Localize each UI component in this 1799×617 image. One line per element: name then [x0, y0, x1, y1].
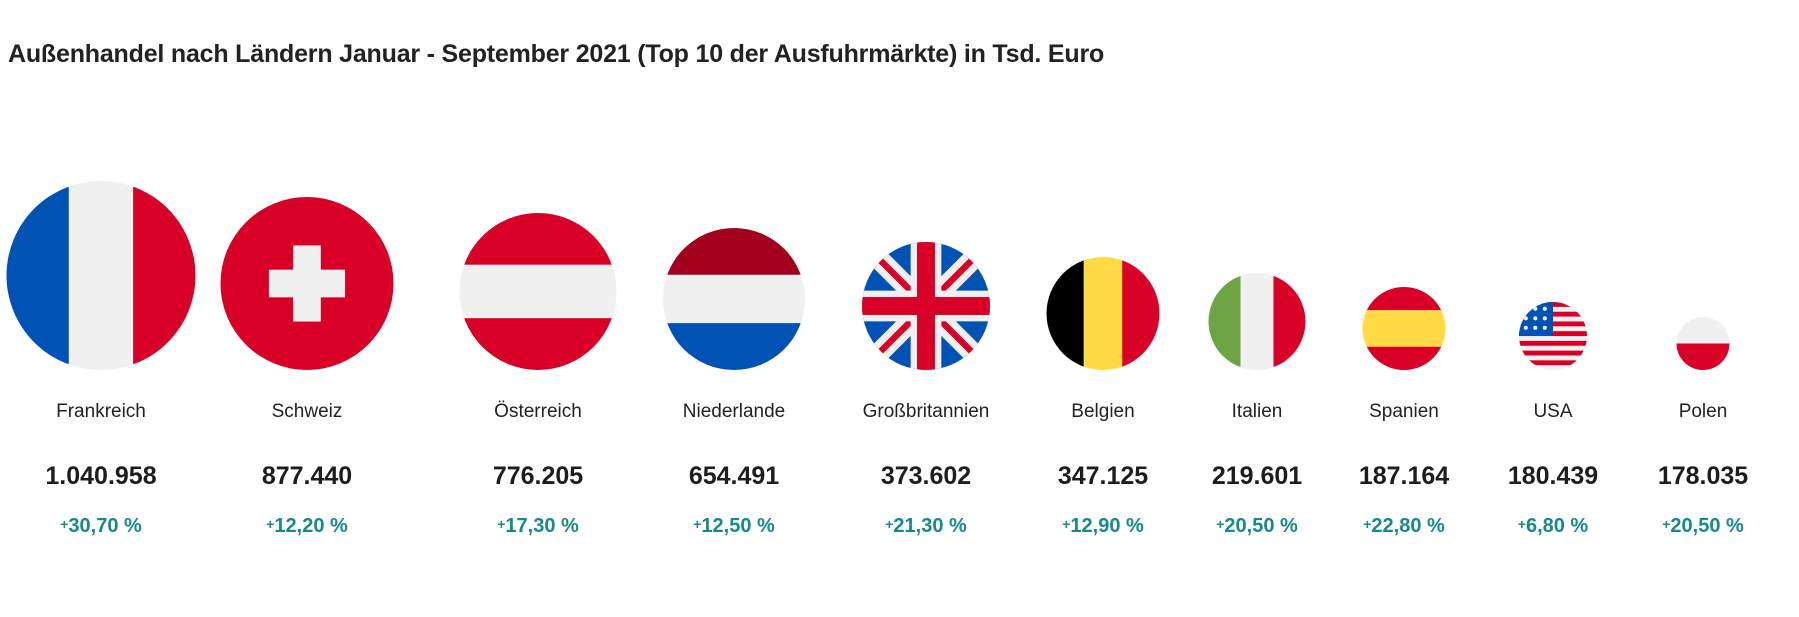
- poland-flag-icon: [1676, 317, 1730, 370]
- plus-sign: +: [1517, 516, 1526, 532]
- change-percent: +20,50 %: [1157, 515, 1357, 538]
- export-value: 178.035: [1657, 462, 1749, 490]
- plus-sign: +: [1662, 516, 1671, 532]
- plus-sign: +: [885, 516, 894, 532]
- france-flag-icon: [6, 181, 196, 370]
- plus-sign: +: [693, 516, 702, 532]
- change-percent: +30,70 %: [1, 515, 201, 538]
- export-value: 1.040.958: [45, 462, 157, 490]
- change-percent: +12,20 %: [207, 515, 407, 538]
- plus-sign: +: [60, 516, 69, 532]
- italy-flag-icon: [1208, 273, 1306, 370]
- change-value: 30,70 %: [68, 515, 142, 537]
- change-percent: +12,90 %: [1003, 515, 1203, 538]
- export-value: 654.491: [688, 462, 780, 490]
- usa-flag-icon: [1519, 302, 1587, 370]
- change-percent: +21,30 %: [826, 515, 1026, 538]
- export-value: 180.439: [1507, 462, 1599, 490]
- country-name: Schweiz: [271, 401, 343, 422]
- switzerland-flag-icon: [220, 197, 394, 370]
- plus-sign: +: [1062, 516, 1071, 532]
- change-value: 20,50 %: [1224, 515, 1298, 537]
- country-name: Italien: [1231, 401, 1283, 422]
- change-value: 12,90 %: [1070, 515, 1144, 537]
- country-name: Spanien: [1369, 401, 1439, 422]
- change-value: 12,20 %: [274, 515, 348, 537]
- plus-sign: +: [497, 516, 506, 532]
- export-value: 187.164: [1358, 462, 1450, 490]
- plus-sign: +: [1363, 516, 1372, 532]
- change-value: 6,80 %: [1525, 515, 1589, 537]
- country-name: USA: [1533, 401, 1573, 422]
- export-value: 373.602: [880, 462, 972, 490]
- change-value: 20,50 %: [1670, 515, 1744, 537]
- change-percent: +17,30 %: [438, 515, 638, 538]
- belgium-flag-icon: [1046, 257, 1160, 370]
- change-percent: +20,50 %: [1603, 515, 1799, 538]
- export-value: 877.440: [261, 462, 353, 490]
- change-value: 21,30 %: [893, 515, 967, 537]
- country-name: Großbritannien: [862, 401, 990, 422]
- page-title: Außenhandel nach Ländern Januar - Septem…: [8, 40, 1105, 68]
- uk-flag-icon: [862, 242, 990, 370]
- change-percent: +6,80 %: [1453, 515, 1653, 538]
- austria-flag-icon: [459, 213, 617, 370]
- change-value: 12,50 %: [701, 515, 775, 537]
- change-percent: +12,50 %: [634, 515, 834, 538]
- netherlands-flag-icon: [663, 228, 805, 370]
- plus-sign: +: [266, 516, 275, 532]
- country-name: Frankreich: [56, 401, 146, 422]
- country-name: Österreich: [494, 401, 582, 422]
- change-value: 22,80 %: [1371, 515, 1445, 537]
- export-value: 219.601: [1211, 462, 1303, 490]
- export-value: 347.125: [1057, 462, 1149, 490]
- change-value: 17,30 %: [505, 515, 579, 537]
- country-name: Polen: [1678, 401, 1728, 422]
- change-percent: +22,80 %: [1304, 515, 1504, 538]
- spain-flag-icon: [1362, 287, 1446, 370]
- export-value: 776.205: [492, 462, 584, 490]
- plus-sign: +: [1216, 516, 1225, 532]
- country-name: Niederlande: [682, 401, 786, 422]
- country-name: Belgien: [1071, 401, 1135, 422]
